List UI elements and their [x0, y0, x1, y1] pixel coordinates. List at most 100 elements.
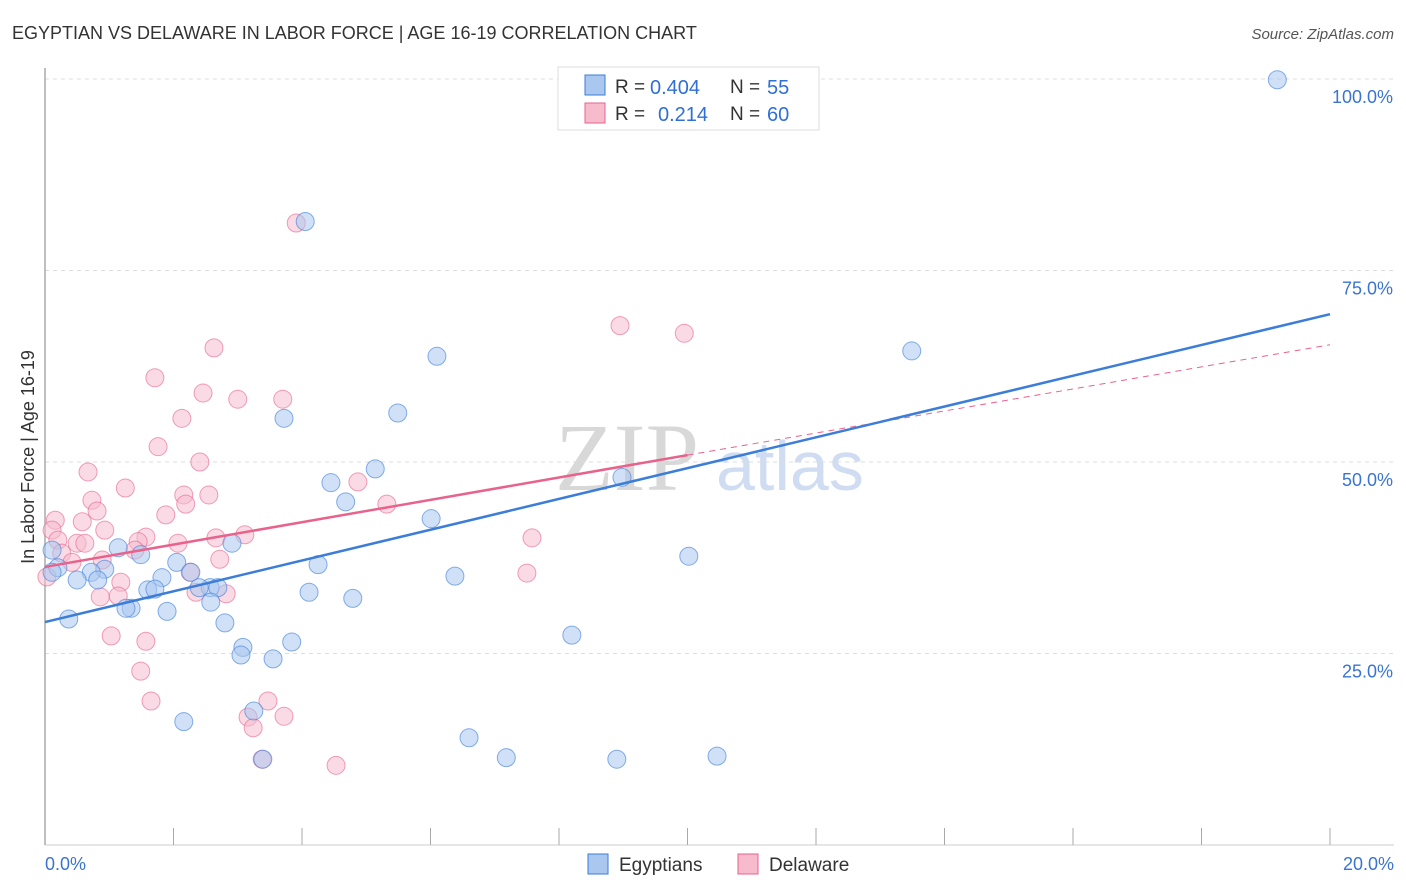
- legend-top: R = 0.404 N = 55 R = 0.214 N = 60: [557, 66, 820, 131]
- point-delaware: [674, 323, 694, 343]
- point-egyptians: [679, 546, 699, 566]
- legend-n-value: 55: [767, 77, 789, 99]
- legend-swatch-delaware: [737, 853, 759, 875]
- x-tick-label-0: 0.0%: [45, 854, 86, 874]
- point-egyptians: [244, 701, 264, 721]
- point-delaware: [190, 452, 210, 472]
- point-egyptians: [562, 625, 582, 645]
- point-egyptians: [459, 728, 479, 748]
- legend-label-delaware: Delaware: [769, 855, 849, 876]
- trend-line-delaware-extended: [687, 344, 1331, 456]
- point-delaware: [131, 661, 151, 681]
- point-egyptians: [321, 473, 341, 493]
- point-egyptians: [282, 632, 302, 652]
- point-egyptians: [274, 408, 294, 428]
- point-delaware: [377, 494, 397, 514]
- gridlines: [45, 78, 1394, 654]
- point-egyptians: [343, 588, 363, 608]
- trend-line-delaware: [44, 453, 688, 569]
- point-delaware: [204, 338, 224, 358]
- point-egyptians: [496, 748, 516, 768]
- point-egyptians: [67, 570, 87, 590]
- legend-bottom: Egyptians Delaware: [587, 853, 849, 876]
- point-delaware: [172, 408, 192, 428]
- x-tick-label-20: 20.0%: [1343, 854, 1394, 874]
- point-egyptians: [157, 601, 177, 621]
- point-egyptians: [231, 645, 251, 665]
- point-egyptians: [445, 566, 465, 586]
- point-delaware: [610, 316, 630, 336]
- point-egyptians: [253, 749, 273, 769]
- point-delaware: [115, 478, 135, 498]
- point-delaware: [199, 485, 219, 505]
- point-egyptians: [707, 746, 727, 766]
- point-delaware: [243, 718, 263, 738]
- point-egyptians: [421, 509, 441, 529]
- legend-swatch-egyptians: [587, 853, 609, 875]
- legend-r-value: 0.214: [658, 104, 708, 126]
- y-tick-label: 75.0%: [1342, 279, 1393, 299]
- point-egyptians: [902, 341, 922, 361]
- point-egyptians: [88, 570, 108, 590]
- chart-title: EGYPTIAN VS DELAWARE IN LABOR FORCE | AG…: [12, 23, 697, 43]
- watermark: ZIP atlas: [555, 404, 864, 511]
- axes: [44, 68, 1394, 846]
- chart-source: Source: ZipAtlas.com: [1251, 26, 1394, 43]
- point-delaware: [210, 549, 230, 569]
- y-tick-label: 50.0%: [1342, 470, 1393, 490]
- svg-text:atlas: atlas: [716, 427, 864, 505]
- point-delaware: [228, 389, 248, 409]
- legend-r-label: R =: [615, 77, 645, 98]
- point-egyptians: [167, 552, 187, 572]
- y-tick-label: 25.0%: [1342, 662, 1393, 682]
- point-delaware: [348, 472, 368, 492]
- point-egyptians: [365, 459, 385, 479]
- legend-label-egyptians: Egyptians: [619, 855, 702, 876]
- legend-r-value: 0.404: [650, 77, 700, 99]
- point-delaware: [136, 631, 156, 651]
- legend-swatch-delaware: [584, 102, 606, 124]
- point-delaware: [72, 512, 92, 532]
- point-egyptians: [201, 592, 221, 612]
- point-delaware: [95, 520, 115, 540]
- point-egyptians: [336, 492, 356, 512]
- legend-swatch-egyptians: [584, 74, 606, 96]
- point-delaware: [522, 528, 542, 548]
- point-delaware: [156, 505, 176, 525]
- point-delaware: [193, 383, 213, 403]
- y-axis-label: In Labor Force | Age 16-19: [18, 350, 38, 564]
- y-tick-label: 100.0%: [1332, 87, 1393, 107]
- point-delaware: [176, 494, 196, 514]
- legend-n-label: N =: [730, 77, 760, 98]
- point-egyptians: [388, 403, 408, 423]
- legend-n-label: N =: [730, 104, 760, 125]
- point-egyptians: [222, 533, 242, 553]
- point-delaware: [258, 691, 278, 711]
- point-delaware: [78, 462, 98, 482]
- point-egyptians: [215, 613, 235, 633]
- point-delaware: [141, 691, 161, 711]
- legend-n-value: 60: [767, 104, 789, 126]
- point-egyptians: [181, 562, 201, 582]
- legend-r-label: R =: [615, 104, 645, 125]
- point-delaware: [75, 533, 95, 553]
- point-egyptians: [299, 582, 319, 602]
- point-egyptians: [174, 712, 194, 732]
- point-delaware: [148, 437, 168, 457]
- point-delaware: [101, 626, 121, 646]
- point-delaware: [517, 563, 537, 583]
- point-delaware: [145, 368, 165, 388]
- point-egyptians: [1267, 70, 1287, 90]
- point-egyptians: [263, 649, 283, 669]
- point-egyptians: [295, 211, 315, 231]
- point-delaware: [273, 389, 293, 409]
- point-egyptians: [427, 346, 447, 366]
- trend-line-egyptians: [44, 312, 1331, 624]
- point-egyptians: [42, 562, 62, 582]
- point-delaware: [274, 706, 294, 726]
- point-delaware: [87, 501, 107, 521]
- point-delaware: [326, 755, 346, 775]
- point-egyptians: [42, 540, 62, 560]
- point-egyptians: [607, 749, 627, 769]
